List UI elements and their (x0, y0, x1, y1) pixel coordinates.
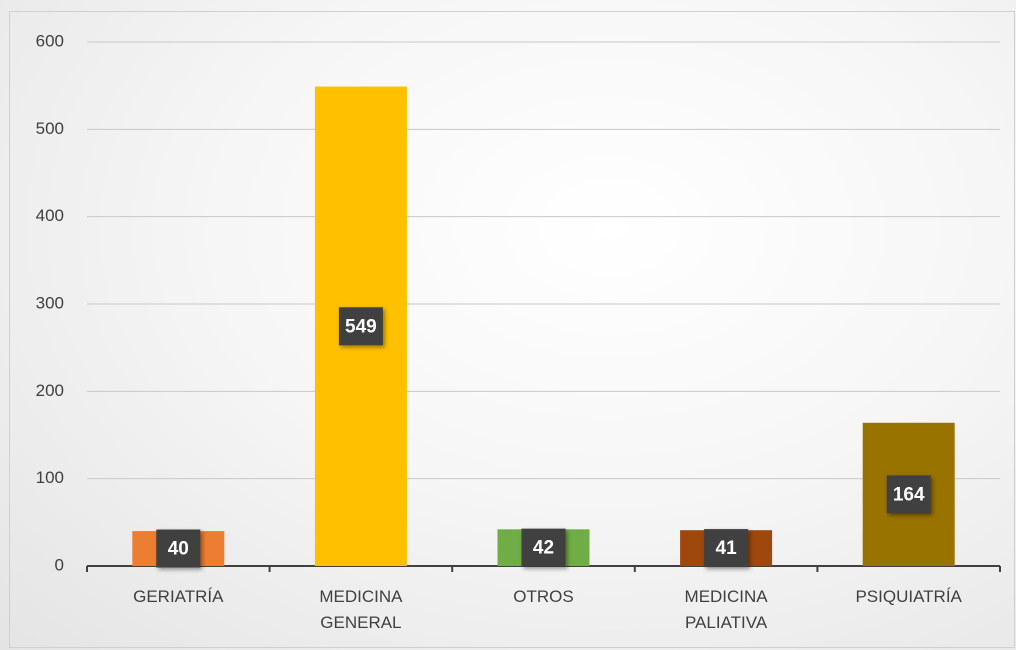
data-label-box (156, 529, 201, 568)
x-tick-label: OTROS (513, 587, 574, 606)
data-label-box (704, 529, 749, 568)
data-label: 42 (533, 538, 554, 559)
y-tick-label: 400 (36, 206, 64, 225)
y-tick-label: 500 (36, 119, 64, 138)
data-label: 40 (168, 539, 189, 560)
data-label-box (886, 475, 931, 514)
y-tick-label: 600 (36, 31, 64, 50)
x-tick-label: MEDICINA PALIATIVA (684, 587, 768, 632)
y-tick-label: 300 (36, 293, 64, 312)
x-tick-label: MEDICINA GENERAL (319, 587, 403, 632)
chart-border (9, 11, 1015, 648)
x-tick-label: GERIATRÍA (133, 587, 224, 606)
y-tick-label: 100 (36, 468, 64, 487)
x-tick-label: PSIQUIATRÍA (855, 587, 962, 606)
data-label: 549 (345, 316, 377, 337)
data-label-box (338, 307, 383, 346)
y-tick-label: 0 (55, 555, 64, 574)
data-label: 164 (893, 484, 925, 505)
data-label: 41 (716, 538, 738, 559)
y-tick-label: 200 (36, 381, 64, 400)
data-label-box (521, 528, 566, 567)
